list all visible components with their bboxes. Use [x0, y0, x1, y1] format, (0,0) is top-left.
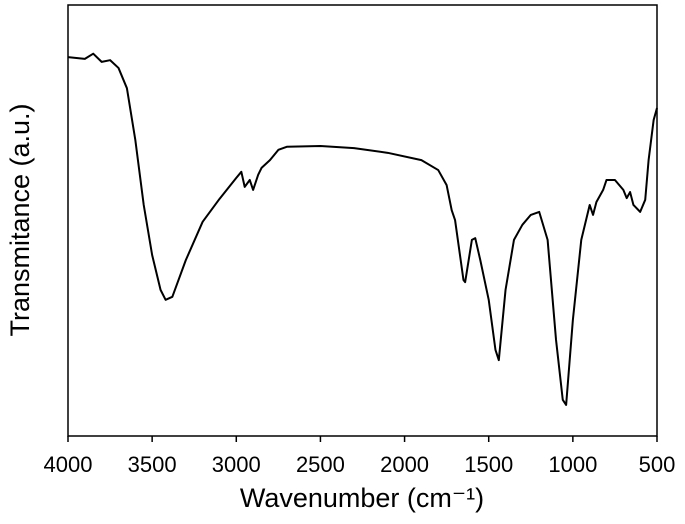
- x-tick-label: 1500: [464, 452, 513, 477]
- x-tick-label: 4000: [44, 452, 93, 477]
- x-tick-label: 3500: [128, 452, 177, 477]
- y-axis-label: Transmitance (a.u.): [5, 103, 35, 336]
- spectrum-line: [67, 52, 658, 406]
- x-tick-label: 2000: [380, 452, 429, 477]
- plot-frame: [67, 4, 658, 437]
- x-axis-label: Wavenumber (cm⁻¹): [240, 483, 484, 513]
- x-tick-label: 1000: [548, 452, 597, 477]
- x-tick-label: 3000: [212, 452, 261, 477]
- x-tick-label: 2500: [296, 452, 345, 477]
- x-tick-label: 500: [639, 452, 676, 477]
